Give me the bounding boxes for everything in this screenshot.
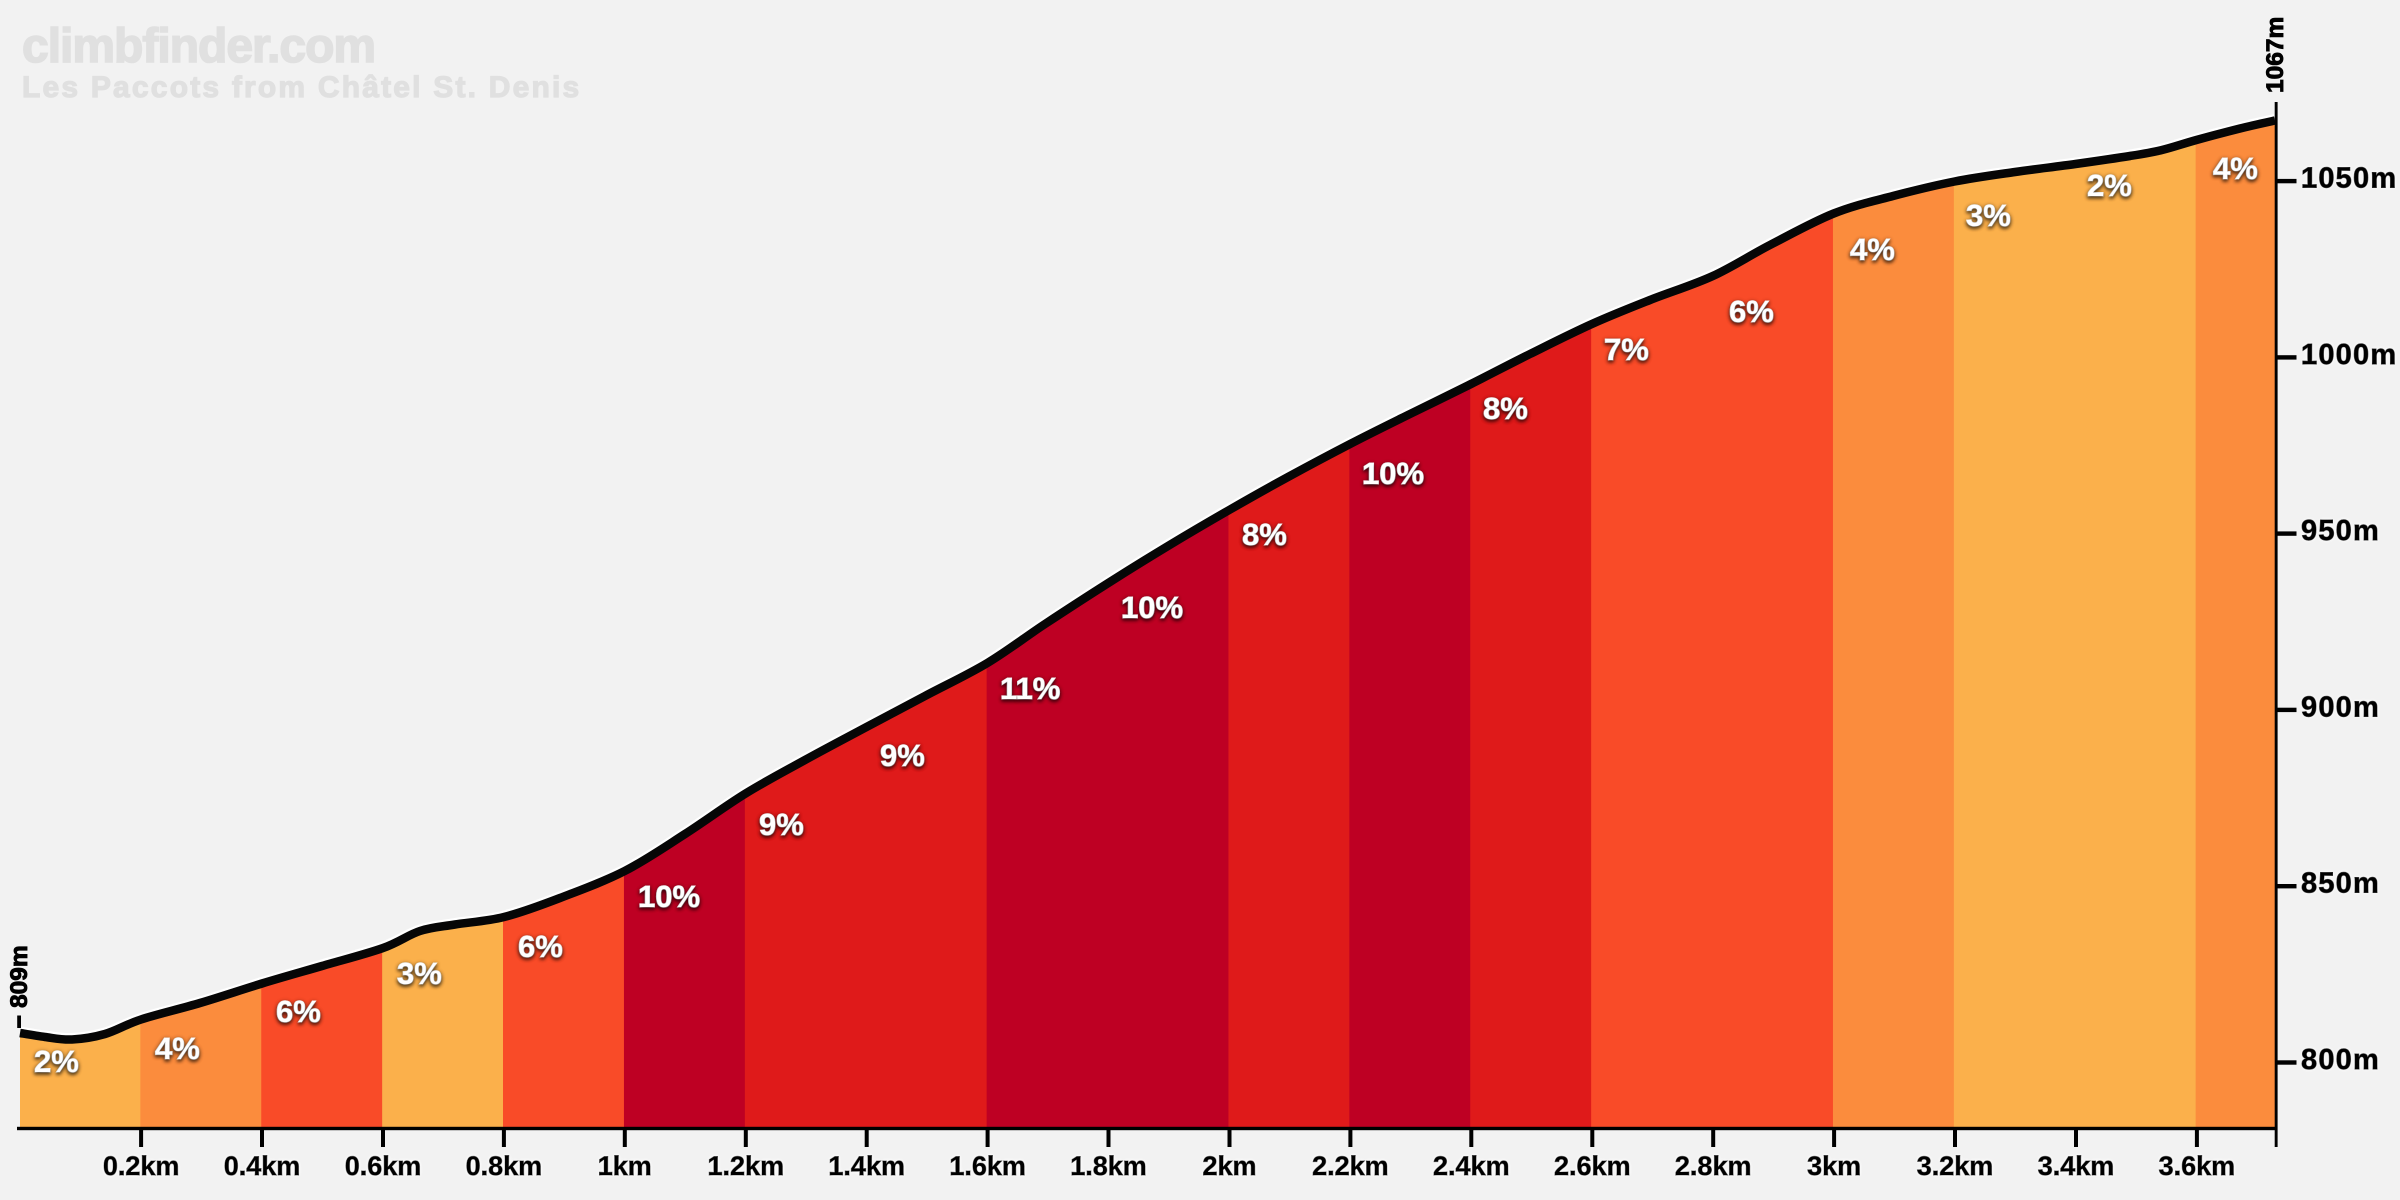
svg-text:1km: 1km [598,1151,652,1181]
svg-text:1.8km: 1.8km [1070,1151,1147,1181]
svg-text:10%: 10% [1362,456,1424,491]
svg-text:4%: 4% [1850,232,1895,267]
svg-text:9%: 9% [759,807,804,842]
svg-text:0.8km: 0.8km [466,1151,543,1181]
svg-text:1.4km: 1.4km [828,1151,905,1181]
svg-text:2.8km: 2.8km [1675,1151,1752,1181]
svg-text:6%: 6% [518,929,563,964]
svg-text:0.6km: 0.6km [345,1151,422,1181]
svg-text:3.2km: 3.2km [1917,1151,1994,1181]
svg-text:11%: 11% [1000,671,1060,706]
svg-text:4%: 4% [2213,151,2258,186]
svg-text:3.4km: 3.4km [2038,1151,2115,1181]
svg-text:900m: 900m [2301,691,2380,723]
svg-text:2km: 2km [1202,1151,1256,1181]
svg-text:7%: 7% [1604,332,1649,367]
svg-text:3.6km: 3.6km [2159,1151,2236,1181]
svg-text:2.6km: 2.6km [1554,1151,1631,1181]
svg-text:2%: 2% [34,1044,79,1079]
svg-text:6%: 6% [276,994,321,1029]
svg-text:2%: 2% [2087,168,2132,203]
svg-text:0.4km: 0.4km [224,1151,301,1181]
svg-text:climbfinder.com: climbfinder.com [22,20,375,73]
svg-text:3%: 3% [1966,198,2011,233]
svg-text:9%: 9% [880,738,925,773]
svg-text:800m: 800m [2301,1044,2380,1076]
svg-text:6%: 6% [1729,294,1774,329]
svg-text:4%: 4% [155,1031,200,1066]
svg-text:1000m: 1000m [2301,339,2397,371]
svg-text:Les Paccots from Châtel St. De: Les Paccots from Châtel St. Denis [22,71,581,104]
svg-text:1050m: 1050m [2301,163,2397,195]
svg-text:3km: 3km [1807,1151,1861,1181]
svg-text:10%: 10% [638,879,700,914]
svg-text:3%: 3% [397,956,442,991]
svg-text:0.2km: 0.2km [103,1151,180,1181]
svg-text:2.2km: 2.2km [1312,1151,1389,1181]
svg-text:8%: 8% [1242,517,1287,552]
svg-text:950m: 950m [2301,515,2380,547]
svg-text:1067m: 1067m [2262,17,2289,93]
svg-text:1.2km: 1.2km [708,1151,785,1181]
svg-text:2.4km: 2.4km [1433,1151,1510,1181]
svg-text:809m: 809m [6,945,33,1008]
svg-text:10%: 10% [1121,590,1183,625]
svg-text:8%: 8% [1483,391,1528,426]
svg-text:1.6km: 1.6km [949,1151,1026,1181]
svg-text:850m: 850m [2301,868,2380,900]
